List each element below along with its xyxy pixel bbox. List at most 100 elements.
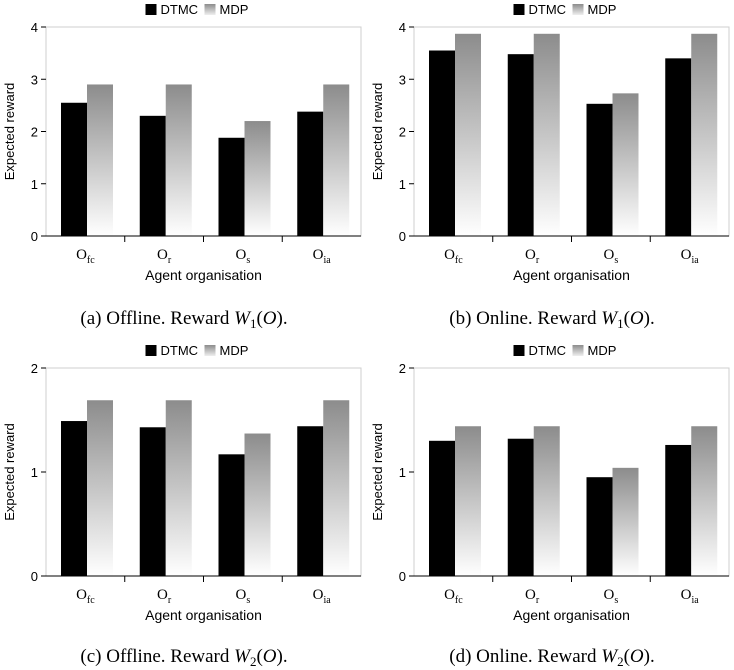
y-tick-label: 2 <box>399 361 406 376</box>
bar-mdp <box>533 426 560 576</box>
y-tick-label: 0 <box>31 569 38 584</box>
y-axis-label: Expected reward <box>370 423 385 521</box>
caption: (d) Online. Reward W2(O). <box>449 646 654 669</box>
bar-dtmc <box>507 438 534 576</box>
bar-dtmc <box>61 102 87 236</box>
y-tick-label: 4 <box>31 20 38 35</box>
x-axis-label: Agent organisation <box>513 267 630 283</box>
x-tick-label: Oia <box>313 247 332 266</box>
legend-label-mdp: MDP <box>588 343 617 358</box>
bar-mdp <box>165 84 192 236</box>
x-tick-label: Or <box>525 587 540 606</box>
x-tick-label: Oia <box>681 247 700 266</box>
bar-mdp <box>691 426 718 576</box>
caption: (c) Offline. Reward W2(O). <box>80 646 287 669</box>
bar-dtmc <box>665 444 692 576</box>
x-axis-label: Agent organisation <box>145 267 262 283</box>
bar-dtmc <box>297 426 324 576</box>
caption: (a) Offline. Reward W1(O). <box>80 308 287 331</box>
x-tick-label: Ofc <box>76 587 95 606</box>
x-tick-label: Oia <box>681 587 700 606</box>
x-tick-label: Ofc <box>444 587 463 606</box>
x-tick-label: Ofc <box>444 247 463 266</box>
x-tick-label: Os <box>604 587 619 606</box>
bar-mdp <box>87 400 113 576</box>
y-tick-label: 0 <box>399 569 406 584</box>
y-tick-label: 3 <box>399 72 406 87</box>
y-tick-label: 3 <box>31 72 38 87</box>
legend-swatch-dtmc <box>145 345 157 356</box>
legend-swatch-mdp <box>204 4 216 15</box>
y-tick-label: 1 <box>399 177 406 192</box>
bar-dtmc <box>665 58 692 236</box>
bar-mdp <box>612 467 639 576</box>
bar-mdp <box>455 33 481 237</box>
bar-mdp <box>244 433 271 576</box>
legend: DTMC MDP <box>513 343 617 358</box>
bar-dtmc <box>139 115 166 236</box>
bar-mdp <box>612 93 639 236</box>
y-tick-label: 0 <box>31 229 38 244</box>
x-tick-label: Ofc <box>76 247 95 266</box>
bar-mdp <box>691 33 718 237</box>
legend: DTMC MDP <box>145 343 249 358</box>
x-tick-label: Os <box>604 247 619 266</box>
bar-mdp <box>244 121 271 236</box>
legend-label-mdp: MDP <box>220 2 249 17</box>
legend-swatch-mdp <box>572 345 584 356</box>
bar-mdp <box>533 33 560 237</box>
x-axis-label: Agent organisation <box>145 607 262 623</box>
bar-dtmc <box>218 454 245 576</box>
bar-mdp <box>165 400 192 576</box>
legend-swatch-dtmc <box>513 4 525 15</box>
bar-dtmc <box>297 111 324 236</box>
legend: DTMC MDP <box>145 2 249 17</box>
legend-label-mdp: MDP <box>588 2 617 17</box>
legend-swatch-mdp <box>572 4 584 15</box>
panel-d: DTMC MDP 0 1 2 Expected reward Ofc Or Os Oia Agent… <box>370 343 730 669</box>
x-tick-label: Oia <box>313 587 332 606</box>
y-tick-label: 2 <box>31 125 38 140</box>
bar-dtmc <box>139 427 166 576</box>
bar-dtmc <box>586 103 613 237</box>
caption: (b) Online. Reward W1(O). <box>449 308 654 331</box>
x-tick-label: Os <box>236 247 251 266</box>
bar-dtmc <box>429 50 455 237</box>
x-tick-label: Or <box>157 247 172 266</box>
legend-label-dtmc: DTMC <box>529 2 567 17</box>
x-tick-label: Os <box>236 587 251 606</box>
y-tick-label: 0 <box>399 229 406 244</box>
y-tick-label: 1 <box>31 465 38 480</box>
panel-b: DTMC MDP 0 1 2 3 4 Expected reward Ofc Or Os Oia Age… <box>370 2 730 331</box>
legend-label-dtmc: DTMC <box>161 2 199 17</box>
y-axis-label: Expected reward <box>2 83 17 181</box>
legend-swatch-mdp <box>204 345 216 356</box>
y-tick-label: 2 <box>31 361 38 376</box>
bar-dtmc <box>586 477 613 576</box>
panel-c: DTMC MDP 0 1 2 Expected reward Ofc Or Os Oia Agent… <box>2 343 362 669</box>
bar-dtmc <box>61 421 87 576</box>
bar-dtmc <box>429 440 455 576</box>
x-tick-label: Or <box>157 587 172 606</box>
bar-mdp <box>323 400 350 576</box>
legend-swatch-dtmc <box>513 345 525 356</box>
bar-dtmc <box>218 137 245 236</box>
bar-mdp <box>87 84 113 236</box>
y-axis-label: Expected reward <box>370 83 385 181</box>
y-tick-label: 4 <box>399 20 406 35</box>
y-tick-label: 2 <box>399 125 406 140</box>
y-tick-label: 1 <box>399 465 406 480</box>
legend-label-dtmc: DTMC <box>529 343 567 358</box>
bar-mdp <box>323 84 350 236</box>
legend-label-dtmc: DTMC <box>161 343 199 358</box>
x-axis-label: Agent organisation <box>513 607 630 623</box>
panel-a: DTMC MDP 0 1 2 3 4 Expected reward Ofc Or Os Oia Age… <box>2 2 362 331</box>
legend: DTMC MDP <box>513 2 617 17</box>
y-axis-label: Expected reward <box>2 423 17 521</box>
bar-dtmc <box>507 54 534 236</box>
y-tick-label: 1 <box>31 177 38 192</box>
legend-label-mdp: MDP <box>220 343 249 358</box>
x-tick-label: Or <box>525 247 540 266</box>
legend-swatch-dtmc <box>145 4 157 15</box>
